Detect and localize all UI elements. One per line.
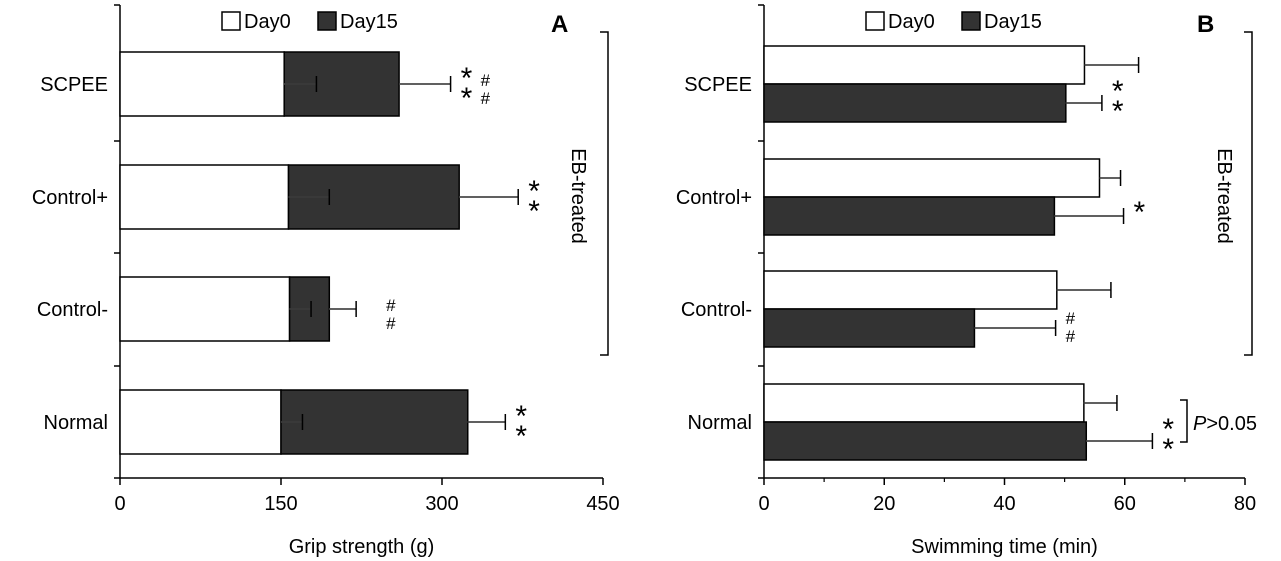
eb-treated-bracket [1244, 31, 1253, 356]
x-tick-label-2: 300 [425, 493, 458, 515]
significance-0-star-1: * [1112, 75, 1124, 108]
legend-swatch-day0 [221, 11, 241, 31]
x-tick-label-1: 20 [873, 493, 895, 515]
bar-day0-2 [763, 270, 1058, 310]
bar-day0-3 [119, 389, 282, 455]
significance-2-hash-1: # [386, 296, 396, 315]
bar-day15-2 [763, 308, 976, 348]
x-tick-label-1: 150 [264, 493, 297, 515]
pvalue-italic: P [1193, 413, 1207, 435]
bar-day0-0 [763, 45, 1086, 85]
x-tick-label-2: 40 [993, 493, 1015, 515]
x-tick-label-3: 450 [586, 493, 619, 515]
significance-0-hash-1: # [481, 71, 491, 90]
eb-treated-label: EB-treated [567, 148, 589, 244]
legend-swatch-day0 [865, 11, 885, 31]
bar-day0-1 [763, 158, 1101, 198]
category-label-2: Control- [681, 299, 752, 321]
significance-1-star-1: * [528, 175, 540, 208]
category-label-1: Control+ [676, 187, 752, 209]
category-label-0: SCPEE [684, 74, 752, 96]
category-label-2: Control- [37, 299, 108, 321]
category-label-3: Normal [44, 412, 108, 434]
eb-treated-bracket [600, 31, 609, 356]
category-label-0: SCPEE [40, 74, 108, 96]
x-tick-label-4: 80 [1234, 493, 1256, 515]
legend-swatch-day15 [317, 11, 337, 31]
bar-day15-0 [763, 83, 1067, 123]
bar-day15-3 [763, 421, 1088, 461]
x-axis-title: Grip strength (g) [289, 536, 435, 558]
x-tick-label-3: 60 [1114, 493, 1136, 515]
significance-0-hash-2: # [481, 89, 491, 108]
bar-day0-2 [119, 276, 291, 342]
significance-0-star-1: * [461, 62, 473, 95]
bar-day0-0 [119, 51, 285, 117]
bar-day15-1 [763, 196, 1056, 236]
significance-2-hash-1: # [1066, 309, 1076, 328]
significance-0-star-2: * [461, 82, 473, 115]
bar-day0-1 [119, 164, 290, 230]
panel-label: A [551, 11, 568, 38]
significance-3-star-1: * [515, 400, 527, 433]
significance-0-star-2: * [1112, 95, 1124, 128]
eb-treated-label: EB-treated [1213, 148, 1235, 244]
pvalue-rest: >0.05 [1206, 413, 1257, 435]
significance-3-star-1: * [1162, 413, 1174, 446]
category-label-3: Normal [688, 412, 752, 434]
significance-3-star-2: * [515, 420, 527, 453]
pvalue-bracket [1180, 399, 1188, 443]
significance-2-hash-2: # [1066, 327, 1076, 346]
x-axis-title: Swimming time (min) [911, 536, 1098, 558]
category-label-1: Control+ [32, 187, 108, 209]
panel-label: B [1197, 11, 1214, 38]
significance-1-star-1: * [1134, 196, 1146, 229]
bar-day15-3 [280, 389, 469, 455]
x-tick-label-0: 0 [114, 493, 125, 515]
bar-day0-3 [763, 383, 1085, 423]
x-tick-label-0: 0 [758, 493, 769, 515]
legend-label-day15: Day15 [340, 11, 398, 33]
significance-3-star-2: * [1162, 433, 1174, 466]
legend-label-day15: Day15 [984, 11, 1042, 33]
legend-swatch-day15 [961, 11, 981, 31]
significance-1-star-2: * [528, 195, 540, 228]
pvalue-note: P>0.05 [1193, 413, 1257, 435]
legend-label-day0: Day0 [888, 11, 935, 33]
significance-2-hash-2: # [386, 314, 396, 333]
legend-label-day0: Day0 [244, 11, 291, 33]
